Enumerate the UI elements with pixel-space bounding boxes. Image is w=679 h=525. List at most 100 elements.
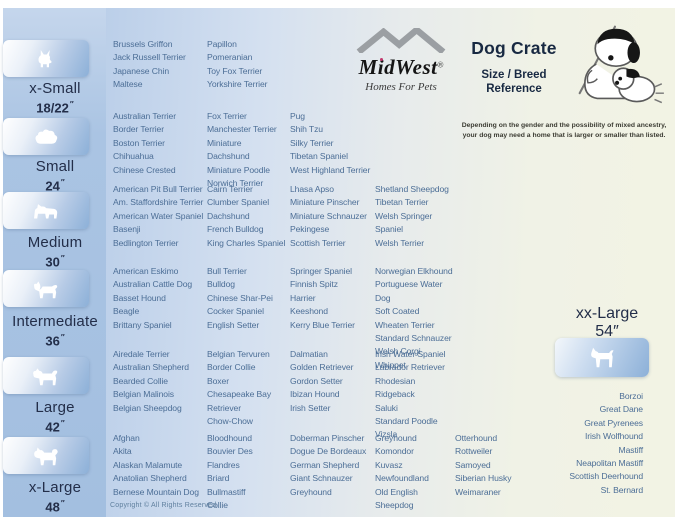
breed-item: Finnish Spitz xyxy=(290,279,338,290)
breed-item: American Eskimo xyxy=(113,266,179,276)
breed-item: Keeshond xyxy=(290,306,328,317)
size-label-large: Large 42″ xyxy=(3,399,107,434)
breed-item: Alaskan Malamute xyxy=(113,459,183,470)
breed-item: Greyhound xyxy=(375,433,417,443)
size-name: Intermediate xyxy=(12,313,98,330)
breed-item: Brittany Spaniel xyxy=(113,319,172,330)
breed-item: English Setter xyxy=(207,319,260,330)
breed-column: Otterhound Rottweiler Samoyed Siberian Husk… xyxy=(455,432,555,499)
breed-item: Dachshund xyxy=(207,210,250,221)
size-dimension: 24″ xyxy=(45,178,65,194)
breed-item: Australian Shepherd xyxy=(113,362,189,373)
breed-item: Clumber Spaniel xyxy=(207,197,270,208)
breed-column: Lhasa Apso Miniature Pinscher Miniature Sc… xyxy=(290,183,373,250)
breed-item: Dogue De Bordeaux xyxy=(290,446,367,457)
breed-column: Airedale Terrier Australian Shepherd Beard… xyxy=(113,348,205,415)
breed-item: Shih Tzu xyxy=(290,124,323,135)
size-dimension: 42″ xyxy=(45,419,65,435)
breed-item: Bullmastiff xyxy=(207,486,246,497)
breed-column: Irish Water Spaniel Labrador Retriever Rho… xyxy=(375,348,453,442)
breed-item: American Pit Bull Terrier xyxy=(113,184,203,194)
breed-item: Anatolian Shepherd xyxy=(113,473,187,484)
breed-item: Great Dane xyxy=(599,404,644,415)
breed-item: Otterhound xyxy=(455,433,497,443)
breed-item: Irish Setter xyxy=(290,402,331,413)
breed-item: Standard Poodle xyxy=(375,416,438,427)
breed-item: Irish Wolfhound xyxy=(584,431,643,442)
size-sidebar xyxy=(3,8,106,517)
breed-item: Weimaraner xyxy=(455,486,501,497)
breed-item: German Shepherd xyxy=(290,459,360,470)
breed-item: Greyhound xyxy=(290,486,332,497)
breed-item: Rhodesian Ridgeback xyxy=(375,375,416,400)
breed-item: Basenji xyxy=(113,224,141,235)
breed-item: Norwegian Elkhound xyxy=(375,266,453,276)
breed-item: Saluki xyxy=(375,402,398,413)
breed-column: Greyhound Komondor Kuvasz Newfoundland Old E… xyxy=(375,432,453,512)
breed-item: Soft Coated Wheaten Terrier xyxy=(375,306,435,330)
size-box-medium xyxy=(3,192,89,229)
breed-item: Kuvasz xyxy=(375,459,403,470)
breed-item: Standard Schnauzer xyxy=(375,333,452,344)
page-title-block: Dog Crate Size / Breed Reference xyxy=(455,38,573,96)
breed-item: Border Collie xyxy=(207,362,256,373)
breed-item: Chinese Shar-Pei xyxy=(207,292,273,303)
breed-column: Springer Spaniel Finnish Spitz Harrier Kees… xyxy=(290,265,373,332)
breed-item: American Water Spaniel xyxy=(113,210,204,221)
brand-tagline: Homes For Pets xyxy=(365,81,437,93)
reference-chart: x-Small 18/22″ Brussels Griffon Jack Russel… xyxy=(3,8,675,517)
breed-item: Belgian Tervuren xyxy=(207,349,270,359)
breed-item: Great Pyrenees xyxy=(584,417,643,428)
breed-column: Afghan Akita Alaskan Malamute Anatolian She… xyxy=(113,432,205,499)
breed-column: American Eskimo Australian Cattle Dog Bass… xyxy=(113,265,205,332)
size-label-small: Small 24″ xyxy=(3,158,107,193)
breed-item: Bernese Mountain Dog xyxy=(113,486,199,497)
shih-tzu-silhouette-icon xyxy=(35,129,58,144)
breed-item: Briard xyxy=(207,473,230,484)
breed-item: Welsh Terrier xyxy=(375,237,425,248)
breed-item: Collie xyxy=(207,500,228,511)
breed-item: Vizsla xyxy=(375,429,398,440)
breed-column: Brussels Griffon Jack Russell Terrier Japa… xyxy=(113,38,205,92)
page-title: Dog Crate xyxy=(471,38,557,58)
breed-item: Bulldog xyxy=(207,279,235,290)
breed-item: Tibetan Spaniel xyxy=(290,151,348,162)
breed-item: Old English Sheepdog xyxy=(375,486,418,511)
breed-item: Brussels Griffon xyxy=(113,39,173,49)
brand-wordmark: MidWest® xyxy=(359,55,444,80)
cartoon-dogs-illustration xyxy=(578,25,664,104)
breed-column: Doberman Pinscher Dogue De Bordeaux German… xyxy=(290,432,373,499)
size-box-x-large xyxy=(3,437,89,474)
retriever-silhouette-icon xyxy=(33,367,58,385)
breed-item: Australian Cattle Dog xyxy=(113,279,193,290)
breed-column: Norwegian Elkhound Portuguese Water Dog So… xyxy=(375,265,453,372)
breed-item: Labrador Retriever xyxy=(375,362,445,373)
size-dimension: 36″ xyxy=(45,333,65,349)
breed-item: Shetland Sheepdog xyxy=(375,184,449,194)
breed-item: St. Bernard xyxy=(600,484,643,495)
breed-column: Cairn Terrier Clumber Spaniel Dachshund Fre… xyxy=(207,183,286,250)
size-label-medium: Medium 30″ xyxy=(3,234,107,269)
great-dane-silhouette-icon xyxy=(591,347,614,368)
breed-column: Australian Terrier Border Terrier Boston T… xyxy=(113,110,205,177)
breed-column-xx-large: Borzoi Great Dane Great Pyrenees Irish Wolf… xyxy=(491,390,643,497)
breed-item: Miniature Poodle xyxy=(207,164,270,175)
breed-column: Dalmatian Golden Retriever Gordon Setter Ib… xyxy=(290,348,373,415)
size-dimension: 18/22″ xyxy=(36,100,74,116)
breed-column: Papillon Pomeranian Toy Fox Terrier Yorkshi… xyxy=(207,38,286,92)
breed-item: Jack Russell Terrier xyxy=(113,52,186,63)
size-name: Medium xyxy=(27,234,83,251)
westie-silhouette-icon xyxy=(34,204,58,219)
breed-item: Beagle xyxy=(113,306,140,317)
breed-item: Siberian Husky xyxy=(455,473,512,484)
breed-item: Bouvier Des Flandres xyxy=(207,446,253,470)
papillon-silhouette-icon xyxy=(38,49,52,67)
copyright-text: Copyright © All Rights Reserved xyxy=(110,502,217,509)
size-name: Small xyxy=(35,158,75,175)
breed-item: Kerry Blue Terrier xyxy=(290,319,355,330)
breed-column: Bloodhound Bouvier Des Flandres Briard Bull… xyxy=(207,432,286,512)
size-name: Large xyxy=(35,399,75,416)
size-label-x-large: x-Large 48″ xyxy=(3,479,107,514)
breed-item: Gordon Setter xyxy=(290,375,343,386)
breed-item: Whippet xyxy=(375,359,406,370)
